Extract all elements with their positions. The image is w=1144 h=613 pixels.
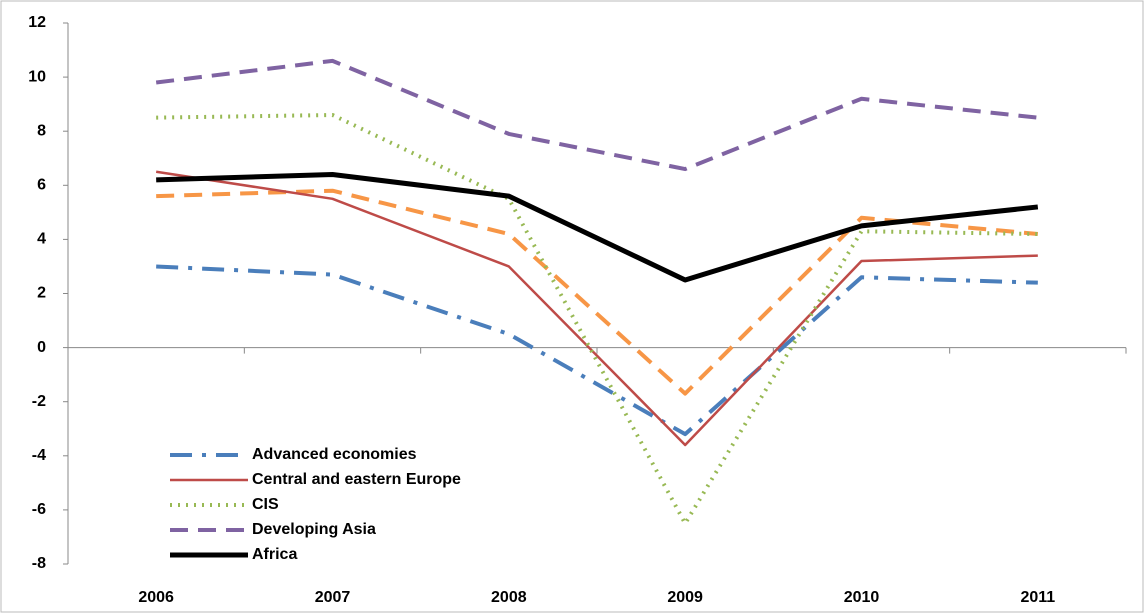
x-tick-label: 2008	[491, 589, 527, 606]
y-tick-label: 12	[28, 14, 46, 31]
y-tick-label: -6	[32, 501, 46, 518]
legend-label: Advanced economies	[252, 446, 417, 463]
series-line	[156, 264, 1038, 437]
legend-label: CIS	[252, 496, 279, 513]
y-tick-label: -8	[32, 555, 46, 572]
x-tick-label: 2007	[315, 589, 351, 606]
legend-label: Africa	[252, 546, 297, 563]
series-line	[156, 171, 1039, 283]
legend-label: Central and eastern Europe	[252, 471, 461, 488]
y-tick-label: 4	[37, 231, 46, 248]
y-tick-label: 6	[37, 177, 46, 194]
y-tick-label: 8	[37, 122, 46, 139]
series-line	[155, 58, 1039, 172]
series-line	[155, 170, 1038, 447]
y-tick-label: -2	[32, 393, 46, 410]
x-tick-label: 2011	[1020, 589, 1055, 606]
legend-label: Developing Asia	[252, 521, 376, 538]
x-tick-label: 2006	[138, 589, 174, 606]
x-tick-label: 2009	[667, 589, 703, 606]
y-tick-label: 0	[37, 339, 46, 356]
x-tick-label: 2010	[844, 589, 880, 606]
y-tick-label: -4	[32, 447, 46, 464]
y-tick-label: 10	[28, 68, 46, 85]
y-tick-label: 2	[37, 285, 46, 302]
